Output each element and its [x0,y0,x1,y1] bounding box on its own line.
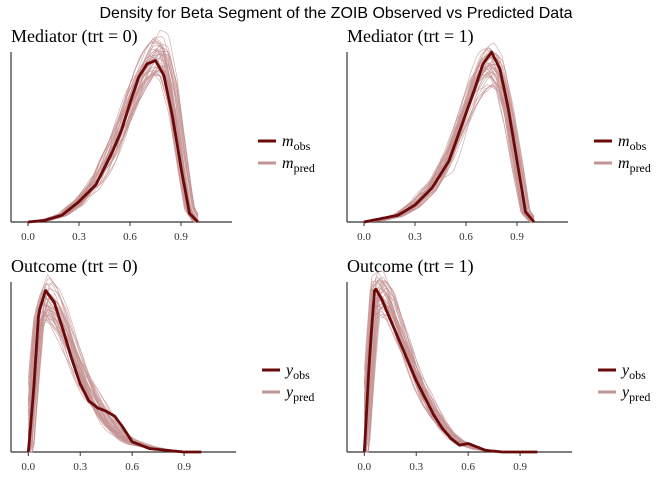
legend-label: yobs [284,362,310,382]
x-tick-label: 0.9 [174,231,188,243]
legend-label: mpred [618,155,651,175]
x-tick-label: 0.0 [21,231,35,243]
x-tick-label: 0.0 [357,461,371,473]
legend-label: mpred [282,155,315,175]
panel-title: Outcome (trt = 0) [11,256,138,277]
x-tick-label: 0.0 [21,461,35,473]
x-tick-label: 0.6 [123,231,137,243]
x-tick-label: 0.6 [459,231,473,243]
obs-density-line [27,59,199,224]
legend-label: mobs [618,133,647,153]
legend-label: ypred [620,384,650,404]
x-tick-label: 0.9 [177,461,191,473]
x-tick-label: 0.9 [510,231,524,243]
obs-density-line [362,287,538,454]
pred-density-line [364,63,535,223]
x-tick-label: 0.0 [357,231,371,243]
panel-title: Outcome (trt = 1) [347,256,474,277]
obs-density-line [363,50,536,224]
panel-title: Mediator (trt = 0) [11,26,138,47]
pred-density-line [28,44,199,223]
x-tick-label: 0.3 [72,231,86,243]
legend-label: ypred [284,384,314,404]
x-tick-label: 0.3 [409,461,423,473]
x-tick-label: 0.6 [125,461,139,473]
x-tick-label: 0.3 [73,461,87,473]
x-tick-label: 0.9 [513,461,527,473]
panel-title: Mediator (trt = 1) [347,26,474,47]
obs-density-line [26,289,202,454]
x-tick-label: 0.6 [461,461,475,473]
legend-label: yobs [620,362,646,382]
figure-title: Density for Beta Segment of the ZOIB Obs… [99,5,572,22]
x-tick-label: 0.3 [408,231,422,243]
legend-label: mobs [282,133,311,153]
